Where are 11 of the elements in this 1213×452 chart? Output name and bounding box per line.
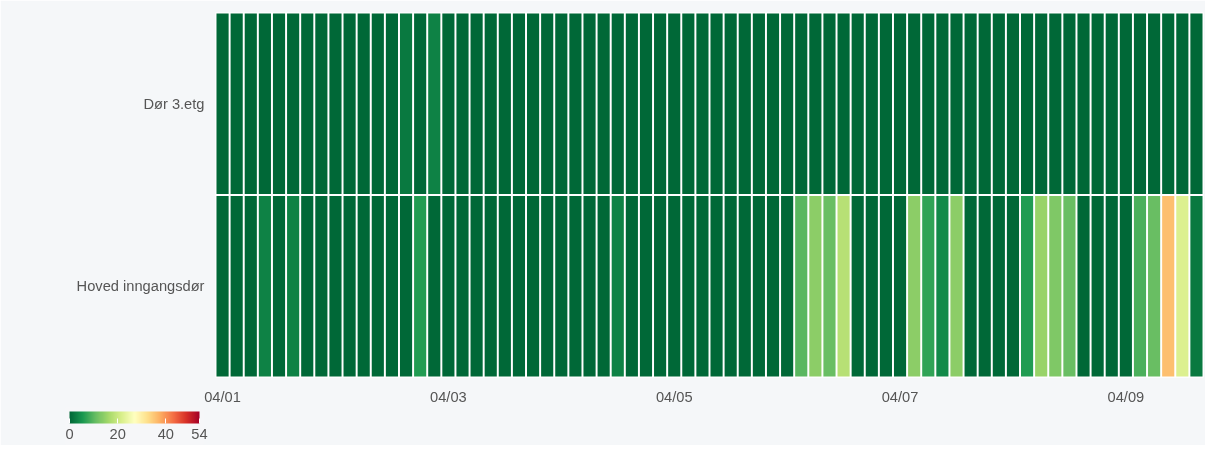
x-tick-label: 04/09	[1107, 388, 1145, 405]
color-bar-label: 20	[109, 425, 126, 442]
x-tick-label: 04/05	[655, 388, 693, 405]
x-tick-label: 04/07	[881, 388, 919, 405]
color-bar-label: 54	[191, 425, 208, 442]
y-tick-label: Dør 3.etg	[143, 95, 205, 112]
color-bar-label: 0	[65, 425, 74, 442]
color-bar-label: 40	[157, 425, 174, 442]
y-tick-label: Hoved inngangsdør	[76, 278, 205, 295]
x-tick-label: 04/01	[204, 388, 241, 405]
x-tick-label: 04/03	[430, 388, 467, 405]
